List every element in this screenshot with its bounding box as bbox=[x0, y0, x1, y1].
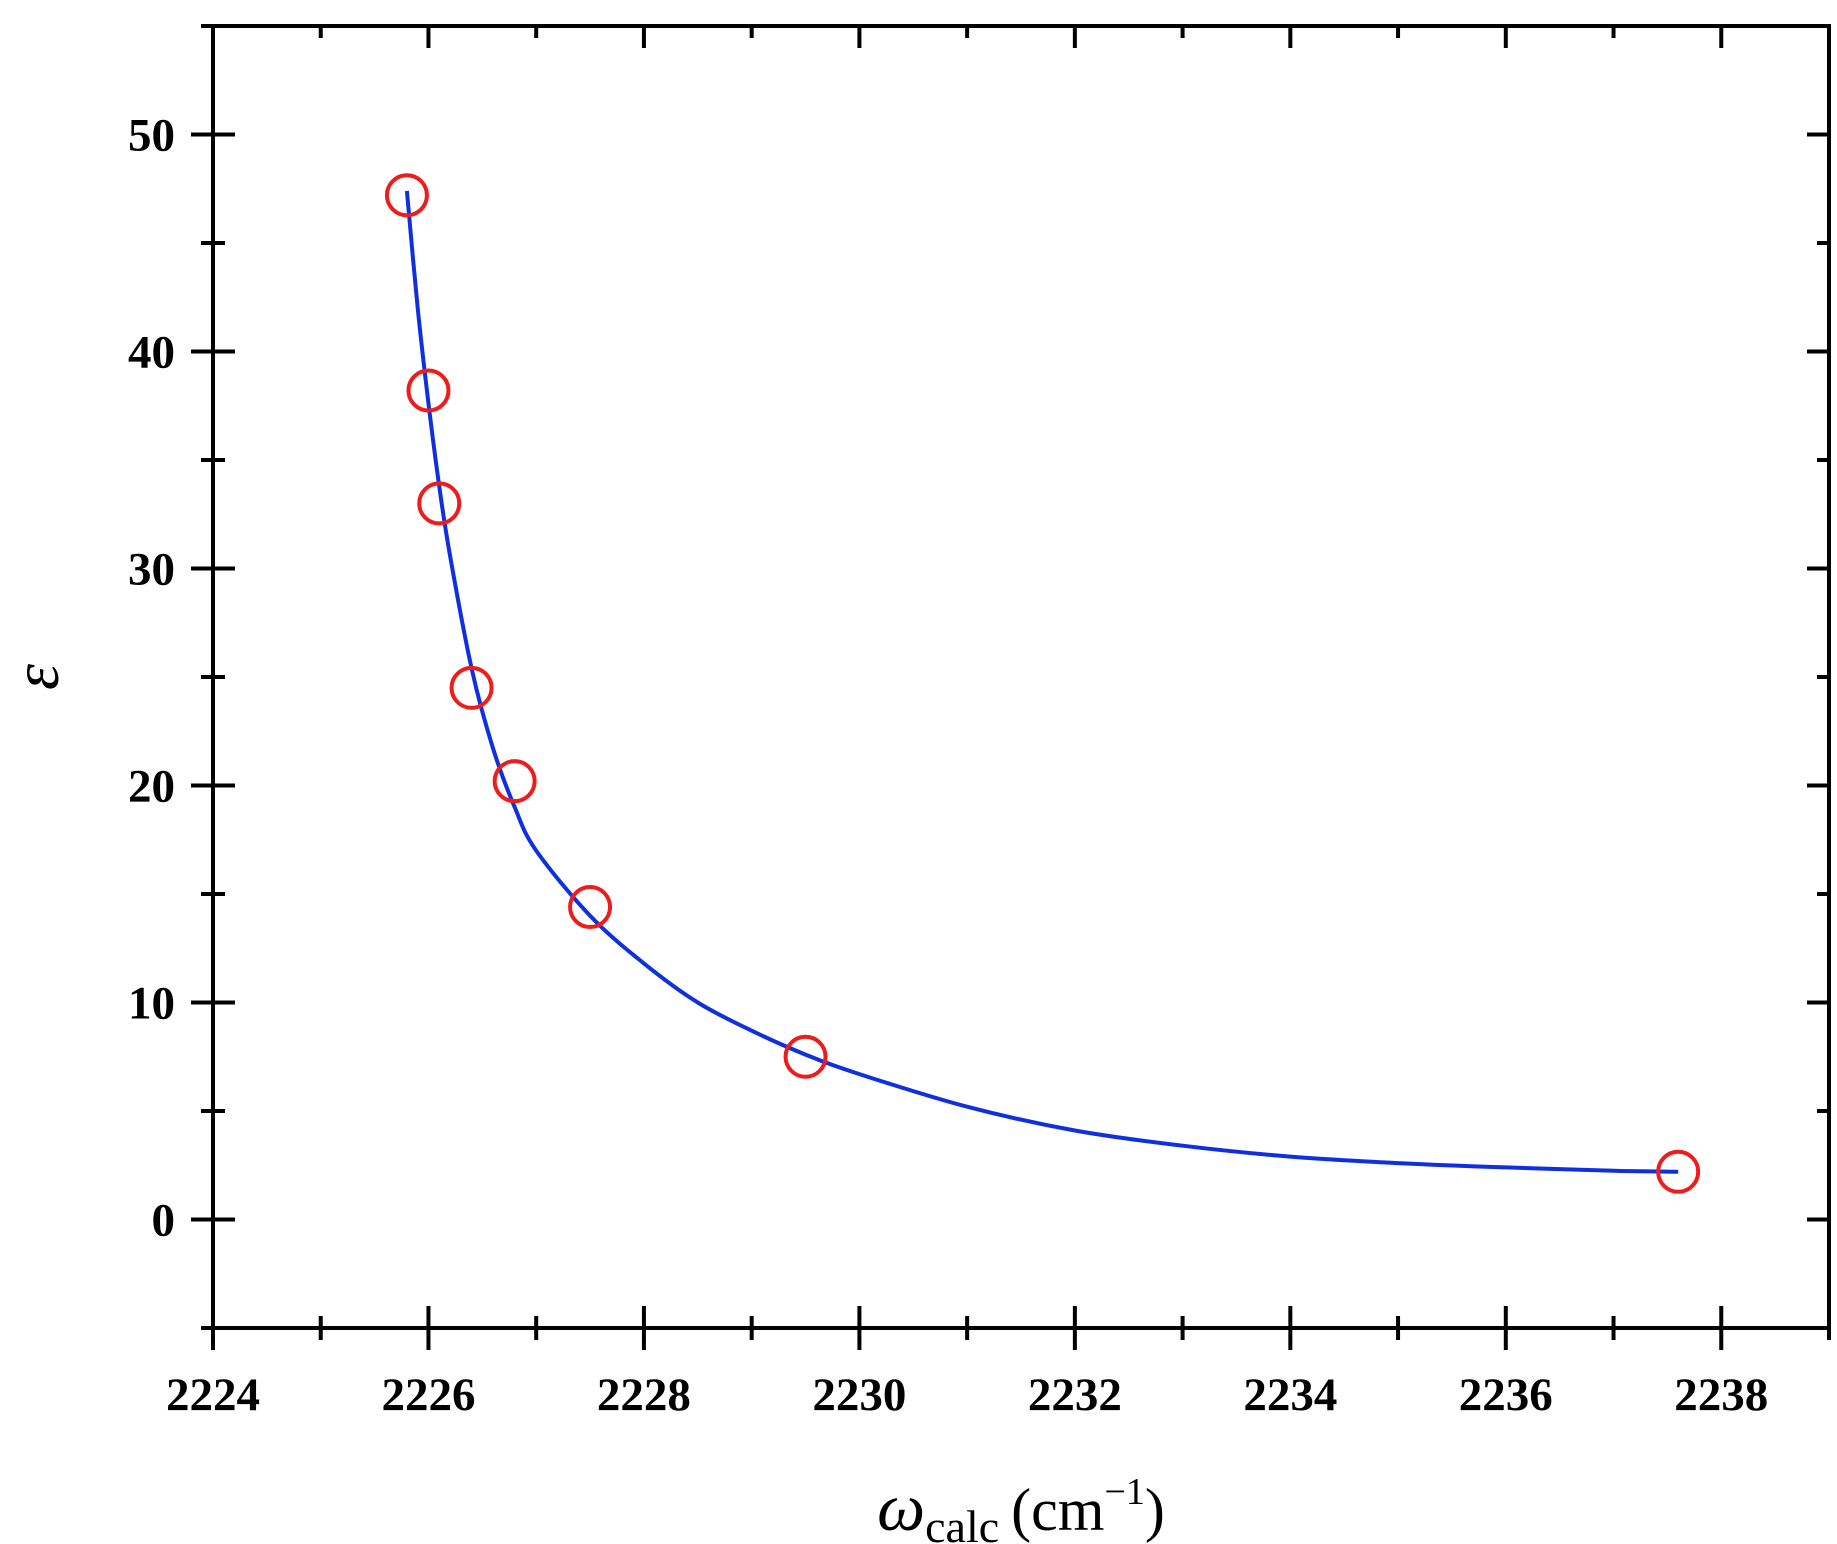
data-point bbox=[568, 885, 613, 930]
data-point bbox=[1656, 1149, 1701, 1194]
x-axis-unit-close: ) bbox=[1145, 1477, 1165, 1543]
fit-curve bbox=[404, 190, 1679, 1174]
x-axis-unit: (cm bbox=[1011, 1477, 1104, 1543]
minor-ticks bbox=[201, 24, 1831, 1340]
major-ticks bbox=[191, 26, 1829, 1350]
data-point bbox=[406, 368, 451, 413]
x-tick-label: 2230 bbox=[812, 1369, 906, 1421]
data-point bbox=[783, 1034, 828, 1079]
x-tick-label: 2234 bbox=[1243, 1369, 1337, 1421]
x-tick-label: 2226 bbox=[381, 1369, 475, 1421]
y-tick-label: 20 bbox=[128, 761, 175, 813]
data-point bbox=[492, 759, 537, 804]
x-tick-label: 2236 bbox=[1459, 1369, 1553, 1421]
x-tick-label: 2228 bbox=[597, 1369, 691, 1421]
data-point bbox=[384, 173, 429, 218]
y-tick-label: 40 bbox=[128, 327, 175, 379]
x-axis-subscript: calc bbox=[925, 1501, 999, 1544]
y-tick-labels: 0 10 20 30 40 50 bbox=[128, 110, 175, 1247]
x-tick-label: 2232 bbox=[1028, 1369, 1122, 1421]
y-axis-label: ε bbox=[0, 664, 73, 690]
x-tick-labels: 2224 2226 2228 2230 2232 2234 2236 2238 bbox=[166, 1369, 1768, 1421]
x-tick-label: 2238 bbox=[1674, 1369, 1768, 1421]
x-tick-label: 2224 bbox=[166, 1369, 260, 1421]
y-tick-label: 30 bbox=[128, 544, 175, 596]
y-tick-label: 50 bbox=[128, 110, 175, 162]
x-axis-unit-exponent: −1 bbox=[1104, 1471, 1144, 1513]
data-point bbox=[417, 481, 462, 526]
y-tick-label: 0 bbox=[152, 1195, 176, 1247]
data-point bbox=[449, 665, 494, 710]
x-axis-label: ωcalc (cm−1) bbox=[877, 1469, 1165, 1544]
x-axis-symbol: ω bbox=[877, 1469, 925, 1544]
data-points bbox=[384, 173, 1701, 1194]
y-tick-label: 10 bbox=[128, 978, 175, 1030]
